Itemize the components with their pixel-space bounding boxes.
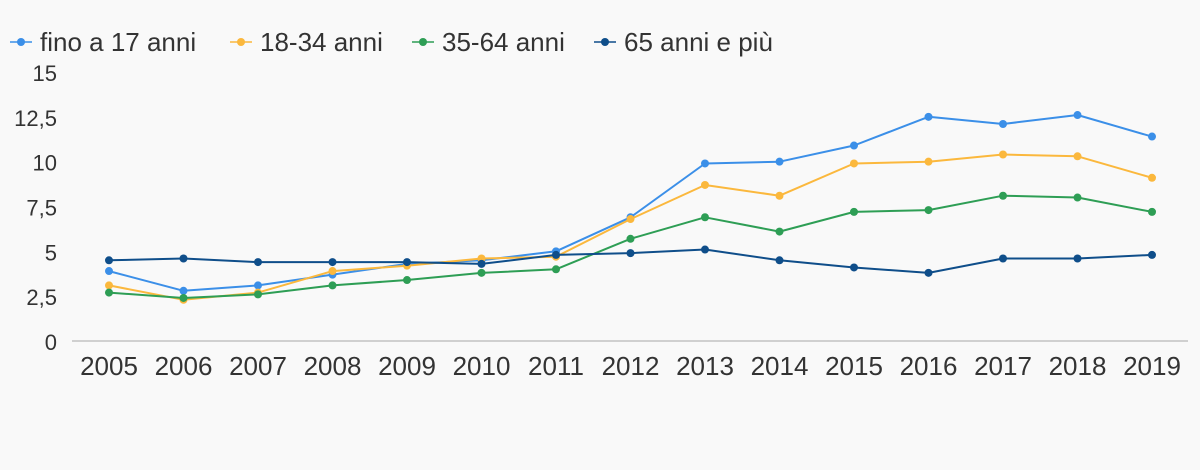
legend-label: 18-34 anni	[260, 27, 383, 57]
data-point[interactable]	[105, 281, 113, 290]
data-point[interactable]	[1073, 111, 1082, 120]
legend-marker	[17, 38, 25, 46]
data-point[interactable]	[254, 281, 262, 290]
data-point[interactable]	[403, 258, 411, 267]
x-tick-label: 2017	[974, 351, 1032, 381]
data-point[interactable]	[477, 259, 486, 268]
x-tick-label: 2018	[1049, 351, 1107, 381]
data-point[interactable]	[179, 254, 188, 263]
data-point[interactable]	[179, 286, 188, 295]
data-point[interactable]	[701, 159, 709, 168]
x-tick-label: 2006	[155, 351, 213, 381]
data-point[interactable]	[999, 254, 1007, 263]
series-line	[108, 114, 1153, 292]
x-axis: 2005 2006 2007 2008 2009 2010 2011 2012 2013 2014…	[72, 340, 1188, 381]
data-point[interactable]	[924, 268, 933, 277]
y-tick-label: 0	[45, 330, 57, 355]
legend-item[interactable]: fino a 17 anni	[10, 27, 196, 57]
data-point[interactable]	[924, 112, 933, 121]
data-point[interactable]	[552, 250, 560, 259]
data-point[interactable]	[775, 256, 784, 265]
data-point[interactable]	[1073, 152, 1082, 161]
y-tick-label: 7,5	[26, 196, 57, 221]
y-axis: 0 2,5 5 7,5 10 12,5 15	[14, 61, 57, 355]
data-point[interactable]	[1148, 173, 1156, 182]
data-point[interactable]	[850, 207, 858, 216]
data-point[interactable]	[179, 293, 188, 302]
data-point[interactable]	[403, 276, 411, 285]
legend-marker	[601, 38, 609, 46]
x-tick-label: 2011	[528, 351, 584, 381]
x-tick-label: 2016	[900, 351, 958, 381]
x-tick-label: 2012	[602, 351, 660, 381]
data-point[interactable]	[850, 263, 858, 272]
legend-label: 35-64 anni	[442, 27, 565, 57]
x-tick-label: 2019	[1123, 351, 1181, 381]
data-point[interactable]	[850, 141, 858, 150]
data-point[interactable]	[999, 120, 1007, 129]
data-point[interactable]	[328, 281, 337, 290]
data-point[interactable]	[1148, 132, 1156, 141]
data-point[interactable]	[1073, 193, 1082, 202]
data-point[interactable]	[1073, 254, 1082, 263]
x-tick-label: 2015	[825, 351, 883, 381]
data-point[interactable]	[924, 206, 933, 215]
x-tick-label: 2010	[453, 351, 511, 381]
x-tick-label: 2005	[80, 351, 138, 381]
series-line	[108, 194, 1153, 299]
legend-item[interactable]: 18-34 anni	[230, 27, 383, 57]
data-point[interactable]	[775, 191, 784, 200]
data-point[interactable]	[1148, 250, 1156, 259]
plot-area	[105, 111, 1156, 304]
data-point[interactable]	[701, 180, 709, 189]
data-point[interactable]	[105, 256, 113, 265]
legend-item[interactable]: 65 anni e più	[594, 27, 773, 57]
series	[105, 150, 1156, 304]
x-tick-label: 2013	[676, 351, 734, 381]
legend-label: fino a 17 anni	[40, 27, 196, 57]
data-point[interactable]	[701, 213, 709, 222]
data-point[interactable]	[924, 157, 933, 166]
data-point[interactable]	[328, 258, 337, 267]
data-point[interactable]	[477, 268, 486, 277]
data-point[interactable]	[105, 267, 113, 276]
y-tick-label: 2,5	[26, 285, 57, 310]
legend-marker	[419, 38, 427, 46]
series-line	[108, 153, 1153, 301]
x-tick-label: 2008	[304, 351, 362, 381]
y-tick-label: 15	[33, 61, 57, 86]
legend-item[interactable]: 35-64 anni	[412, 27, 565, 57]
data-point[interactable]	[626, 249, 635, 258]
data-point[interactable]	[701, 245, 709, 254]
y-tick-label: 5	[45, 240, 57, 265]
data-point[interactable]	[850, 159, 858, 168]
x-tick-label: 2009	[378, 351, 436, 381]
series	[105, 245, 1156, 277]
series	[105, 191, 1156, 302]
data-point[interactable]	[328, 267, 337, 276]
data-point[interactable]	[626, 215, 635, 224]
y-tick-label: 10	[33, 151, 57, 176]
data-point[interactable]	[254, 258, 262, 267]
series	[105, 111, 1156, 295]
x-tick-label: 2007	[229, 351, 287, 381]
data-point[interactable]	[775, 227, 784, 236]
data-point[interactable]	[626, 234, 635, 243]
data-point[interactable]	[775, 157, 784, 166]
x-tick-label: 2014	[751, 351, 809, 381]
data-point[interactable]	[999, 150, 1007, 159]
data-point[interactable]	[105, 288, 113, 297]
data-point[interactable]	[254, 290, 262, 299]
data-point[interactable]	[552, 265, 560, 274]
chart-legend: fino a 17 anni 18-34 anni 35-64 anni 65 ann…	[10, 27, 773, 57]
legend-label: 65 anni e più	[624, 27, 773, 57]
data-point[interactable]	[999, 191, 1007, 200]
legend-marker	[237, 38, 245, 46]
y-tick-label: 12,5	[14, 106, 57, 131]
data-point[interactable]	[1148, 207, 1156, 216]
